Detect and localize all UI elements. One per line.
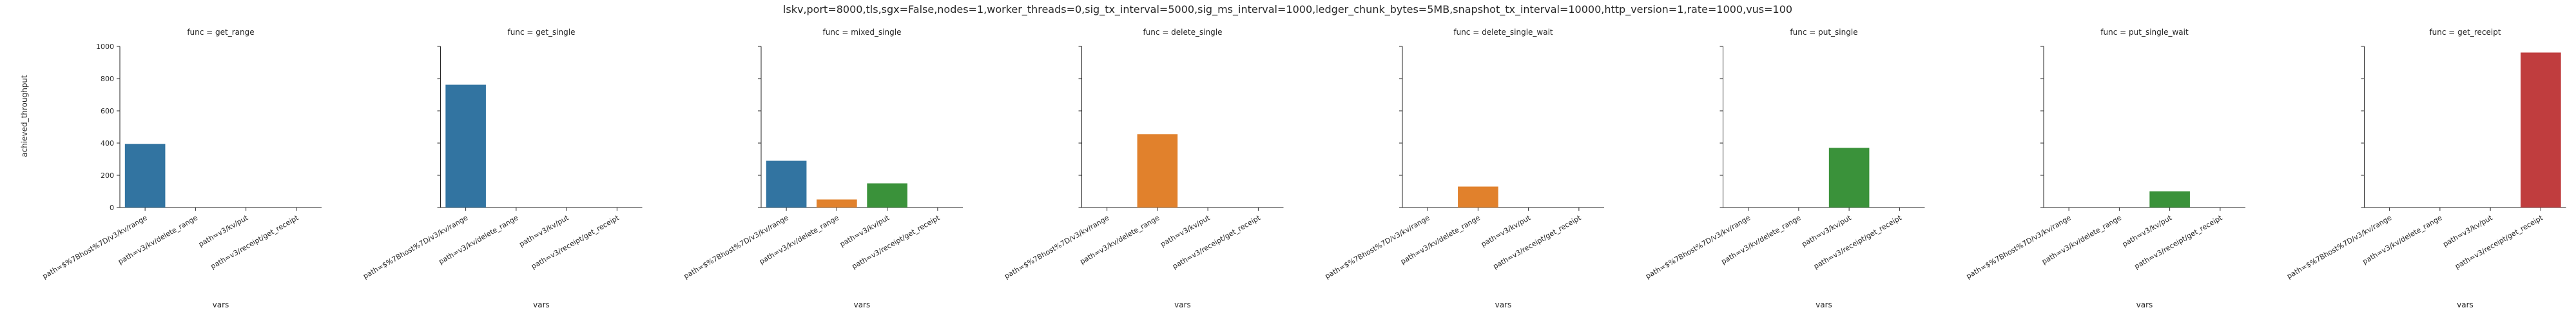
panel-title: func = get_single xyxy=(508,28,576,37)
figure-suptitle: lskv,port=8000,tls,sgx=False,nodes=1,wor… xyxy=(783,3,1792,16)
panel-title: func = delete_single_wait xyxy=(1453,28,1553,37)
x-axis-label: vars xyxy=(854,300,871,309)
x-tick-label: path=$%7Bhost%7D/v3/kv/range xyxy=(1324,213,1431,280)
x-tick-label: path=$%7Bhost%7D/v3/kv/range xyxy=(1965,213,2073,280)
x-tick-label: path=v3/receipt/get_receipt xyxy=(209,213,300,271)
x-tick-label: path=v3/receipt/get_receipt xyxy=(1812,213,1903,271)
x-tick-label: path=v3/receipt/get_receipt xyxy=(851,213,942,271)
panel-title: func = get_receipt xyxy=(2429,28,2501,37)
y-tick-label: 800 xyxy=(101,75,114,83)
x-tick-label: path=$%7Bhost%7D/v3/kv/range xyxy=(362,213,469,280)
y-tick-label: 400 xyxy=(101,139,114,148)
x-tick-label: path=v3/kv/delete_range xyxy=(117,213,199,266)
x-tick-label: path=v3/kv/delete_range xyxy=(1399,213,1482,266)
facet-panel: func = delete_single path=$%7Bhost%7D/v3/… xyxy=(1003,28,1284,309)
x-axis-label: vars xyxy=(1816,300,1832,309)
facet-panel: func = get_range 0 200 400 600 800 1000 path=$%… xyxy=(41,28,322,309)
x-tick-label: path=v3/receipt/get_receipt xyxy=(1492,213,1583,271)
panel-title: func = mixed_single xyxy=(823,28,902,37)
x-tick-label: path=$%7Bhost%7D/v3/kv/range xyxy=(683,213,790,280)
facet-grid: func = get_range 0 200 400 600 800 1000 path=$%… xyxy=(41,28,2566,309)
panel-title: func = put_single xyxy=(1790,28,1857,37)
bar xyxy=(1828,148,1870,208)
facet-panel: func = put_single path=$%7Bhost%7D/v3/kv/… xyxy=(1644,28,1925,309)
x-axis-label: vars xyxy=(213,300,229,309)
x-tick-label: path=v3/kv/put xyxy=(2441,213,2494,249)
x-tick-label: path=v3/kv/delete_range xyxy=(1078,213,1161,266)
facet-panel: func = put_single_wait path=$%7Bhost%7D/v… xyxy=(1965,28,2245,309)
x-tick-label: path=v3/kv/put xyxy=(1480,213,1533,249)
y-tick-label: 0 xyxy=(110,204,114,212)
bar xyxy=(445,84,486,208)
x-tick-label: path=v3/kv/put xyxy=(197,213,250,249)
x-tick-label: path=v3/receipt/get_receipt xyxy=(1171,213,1262,271)
x-tick-label: path=$%7Bhost%7D/v3/kv/range xyxy=(1644,213,1752,280)
y-tick-label: 600 xyxy=(101,107,114,115)
facet-panel: func = mixed_single path=$%7Bhost%7D/v3/k… xyxy=(683,28,963,309)
facet-panel: func = get_receipt path=$%7Bhost%7D/v3/kv… xyxy=(2285,28,2566,309)
y-tick-label: 1000 xyxy=(96,43,114,51)
x-tick-label: path=v3/kv/put xyxy=(2121,213,2174,249)
x-axis-label: vars xyxy=(1174,300,1191,309)
x-axis-label: vars xyxy=(2136,300,2153,309)
x-tick-label: path=v3/kv/delete_range xyxy=(758,213,840,266)
x-tick-label: path=$%7Bhost%7D/v3/kv/range xyxy=(1003,213,1110,280)
panel-title: func = delete_single xyxy=(1143,28,1222,37)
x-tick-label: path=v3/kv/delete_range xyxy=(1719,213,1802,266)
bar xyxy=(2521,52,2561,208)
facet-panel: func = get_single path=$%7Bhost%7D/v3/kv/… xyxy=(362,28,643,309)
y-tick-label: 200 xyxy=(101,171,114,180)
panel-title: func = put_single_wait xyxy=(2100,28,2189,37)
x-axis-label: vars xyxy=(533,300,550,309)
x-tick-label: path=v3/kv/put xyxy=(1800,213,1853,249)
x-tick-label: path=v3/kv/delete_range xyxy=(2040,213,2123,266)
x-tick-label: path=$%7Bhost%7D/v3/kv/range xyxy=(41,213,149,280)
bar xyxy=(1137,134,1178,208)
x-tick-label: path=v3/receipt/get_receipt xyxy=(2454,213,2544,271)
x-tick-label: path=v3/kv/put xyxy=(518,213,570,249)
x-tick-label: path=v3/receipt/get_receipt xyxy=(2133,213,2224,271)
x-tick-label: path=v3/receipt/get_receipt xyxy=(530,213,621,271)
y-axis-label: achieved_throughput xyxy=(20,75,29,157)
x-axis-label: vars xyxy=(2457,300,2474,309)
bar xyxy=(867,183,907,208)
bar xyxy=(124,144,166,208)
x-tick-label: path=v3/kv/put xyxy=(838,213,891,249)
bar xyxy=(1458,186,1498,208)
panel-title: func = get_range xyxy=(187,28,254,37)
x-tick-label: path=$%7Bhost%7D/v3/kv/range xyxy=(2285,213,2393,280)
x-tick-label: path=v3/kv/delete_range xyxy=(2361,213,2443,266)
x-tick-label: path=v3/kv/delete_range xyxy=(437,213,519,266)
x-axis-label: vars xyxy=(1495,300,1512,309)
bar xyxy=(2149,191,2190,208)
facet-panel: func = delete_single_wait path=$%7Bhost%7… xyxy=(1324,28,1604,309)
x-tick-label: path=v3/kv/put xyxy=(1159,213,1212,249)
bar xyxy=(817,199,857,208)
bar xyxy=(766,160,807,208)
